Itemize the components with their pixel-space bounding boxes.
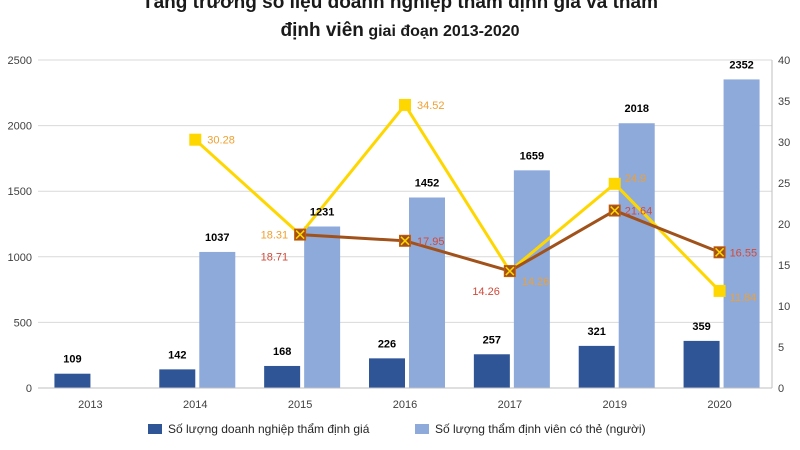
y-right-tick-label: 15 — [778, 260, 790, 272]
bar-enterprises-label: 321 — [588, 326, 606, 338]
y-right-tick-label: 30 — [778, 137, 790, 149]
legend-label-enterprises: Số lượng doanh nghiệp thẩm định giá — [168, 422, 370, 436]
line-series-1-marker — [399, 98, 411, 111]
bar-appraisers-label: 1037 — [205, 232, 229, 244]
x-tick-label: 2017 — [498, 399, 522, 411]
bar-enterprises-label: 257 — [483, 334, 501, 346]
y-right-tick-label: 25 — [778, 178, 790, 190]
line-series-1-marker — [608, 177, 621, 190]
bar-enterprises — [683, 340, 720, 388]
line-series-2-marker-x — [295, 230, 305, 240]
y-right-tick-label: 10 — [778, 301, 790, 313]
y-right-tick-label: 0 — [778, 383, 784, 395]
legend-swatch-appraisers — [415, 424, 429, 434]
y-left-tick-label: 2500 — [8, 55, 32, 67]
bar-enterprises — [473, 354, 510, 388]
chart-title-line2-rest: giai đoạn 2013-2020 — [364, 23, 520, 40]
y-right-tick-label: 20 — [778, 219, 790, 231]
y-right-tick-label: 35 — [778, 96, 790, 108]
bar-enterprises — [159, 369, 196, 388]
line-series-1-marker — [189, 133, 202, 146]
y-left-tick-label: 0 — [26, 383, 32, 395]
bar-appraisers — [199, 251, 236, 388]
legend: Số lượng doanh nghiệp thẩm định giá Số lư… — [148, 422, 646, 436]
y-left-tick-label: 500 — [14, 317, 32, 329]
line-series-2-label: 18.71 — [261, 252, 289, 264]
bar-enterprises-label: 142 — [168, 349, 186, 361]
bar-appraisers — [723, 79, 760, 388]
bar-enterprises-label: 226 — [378, 338, 396, 350]
line-series-2-marker-x — [505, 266, 515, 276]
line-series-1-label: 24.9 — [625, 173, 646, 185]
bar-appraisers — [618, 123, 655, 388]
bar-enterprises-label: 359 — [692, 321, 710, 333]
bar-enterprises-label: 168 — [273, 346, 291, 358]
chart-title-line1: Tăng trưởng số liệu doanh nghiệp thẩm đị… — [142, 0, 658, 13]
bar-enterprises — [264, 365, 301, 388]
bar-appraisers-label: 1659 — [520, 150, 544, 162]
line-series-2-marker-x — [400, 236, 410, 246]
line-series-1 — [194, 102, 721, 292]
axes-group: 0 500 1000 1500 2000 2500 0 5 10 15 20 25 30 35 40 2013… — [8, 55, 791, 411]
y-left-tick-label: 2000 — [8, 121, 32, 133]
lines-group — [189, 98, 726, 297]
x-tick-label: 2016 — [393, 399, 417, 411]
y-right-tick-label: 40 — [778, 55, 790, 67]
line-series-1-label: 11.84 — [730, 292, 757, 304]
legend-label-appraisers: Số lượng thẩm định viên có thẻ (người) — [435, 422, 646, 436]
line-series-1-marker — [713, 284, 726, 297]
bar-appraisers — [409, 197, 445, 388]
line-series-1-label: 14.26 — [522, 276, 550, 288]
data-labels-group: 109 142 1037 168 1231 226 1452 257 1659 321 2018 35… — [63, 59, 757, 365]
legend-swatch-enterprises — [148, 424, 162, 434]
x-tick-label: 2019 — [602, 399, 626, 411]
bar-appraisers-label: 1231 — [310, 206, 334, 218]
y-right-tick-label: 5 — [778, 342, 784, 354]
chart-title-line2-bold: định viên — [280, 20, 363, 41]
line-series-1-label: 30.28 — [207, 135, 235, 147]
bar-enterprises-label: 109 — [63, 354, 81, 366]
y-left-tick-label: 1000 — [8, 252, 32, 264]
bar-enterprises — [54, 373, 91, 388]
chart-title-line2: định viên giai đoạn 2013-2020 — [280, 20, 519, 41]
line-series-2-marker-x — [610, 206, 620, 216]
bar-appraisers-label: 1452 — [415, 177, 439, 189]
x-tick-label: 2015 — [288, 399, 312, 411]
y-left-tick-label: 1500 — [8, 186, 32, 198]
line-series-1-label: 18.31 — [261, 230, 289, 242]
x-tick-label: 2014 — [183, 399, 207, 411]
line-series-2-label: 21.64 — [625, 206, 653, 218]
bar-appraisers — [304, 226, 341, 388]
line-series-2-label: 17.95 — [417, 236, 445, 248]
line-series-2 — [300, 208, 721, 273]
bar-appraisers-label: 2018 — [624, 103, 648, 115]
line-series-2-label: 16.55 — [730, 247, 758, 259]
bars-group — [54, 79, 760, 388]
bar-enterprises — [369, 358, 405, 388]
bar-enterprises — [578, 345, 615, 388]
line-series-1-label: 34.52 — [417, 100, 445, 112]
bar-appraisers — [513, 170, 550, 388]
bar-appraisers-label: 2352 — [729, 59, 753, 71]
x-tick-label: 2013 — [78, 399, 102, 411]
x-tick-label: 2020 — [707, 399, 731, 411]
line-series-2-marker-x — [715, 247, 725, 257]
line-series-2-label: 14.26 — [472, 286, 500, 298]
